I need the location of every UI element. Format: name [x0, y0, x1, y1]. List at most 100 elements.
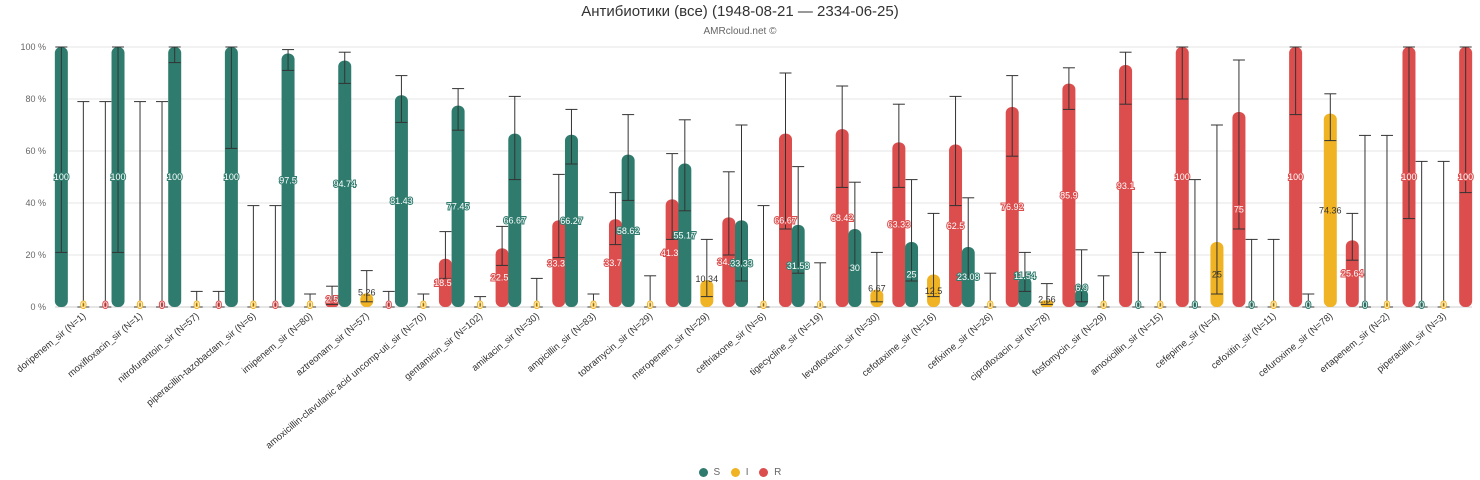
data-label-i: 0: [818, 300, 823, 310]
data-label-s: 30: [850, 263, 860, 273]
data-label-i: 0: [648, 300, 653, 310]
chart-legend: S I R: [0, 467, 1480, 478]
data-label-i: 12.5: [925, 286, 943, 296]
bar-r: [949, 144, 963, 307]
data-label-r: 76.92: [1001, 202, 1024, 212]
data-label-s: 0: [1362, 300, 1367, 310]
y-tick-label: 0 %: [30, 302, 46, 312]
data-label-s: 0: [1192, 300, 1197, 310]
legend-swatch-r: [759, 468, 769, 477]
data-label-i: 10.34: [696, 274, 719, 284]
data-label-s: 0: [1136, 300, 1141, 310]
data-label-s: 11.54: [1014, 271, 1036, 281]
data-label-i: 2.56: [1038, 294, 1056, 304]
bar-s: [621, 154, 635, 307]
data-label-r: 100: [1288, 172, 1303, 182]
legend-swatch-i: [730, 468, 740, 477]
data-label-r: 22.55: [491, 273, 514, 283]
data-label-i: 0: [1271, 300, 1276, 310]
bar-r: [722, 217, 736, 307]
bar-r: [1119, 64, 1133, 307]
legend-label-s: S: [713, 467, 721, 478]
data-label-s: 0: [1306, 300, 1311, 310]
bar-r: [1289, 47, 1303, 307]
bar-r: [608, 219, 622, 307]
data-label-s: 94.74: [333, 179, 356, 189]
bar-s: [451, 105, 465, 307]
bar-r: [835, 129, 849, 307]
data-label-i: 0: [591, 300, 596, 310]
bar-s: [338, 60, 352, 308]
data-label-s: 100: [54, 172, 69, 182]
chart-subtitle: AMRcloud.net ©: [703, 26, 777, 37]
data-label-s: 23.08: [957, 272, 980, 282]
data-label-r: 63.33: [888, 220, 911, 230]
data-label-i: 0: [421, 300, 426, 310]
legend-item-s[interactable]: S: [698, 467, 721, 478]
data-label-s: 66.27: [560, 216, 583, 226]
data-label-i: 0: [534, 300, 539, 310]
bar-r: [1175, 47, 1189, 307]
data-label-s: 100: [167, 172, 182, 182]
data-label-r: 33.33: [548, 259, 571, 269]
bar-i: [1323, 113, 1337, 307]
data-label-r: 33.73: [604, 258, 627, 268]
data-label-s: 81.43: [390, 196, 413, 206]
data-label-r: 68.42: [831, 213, 854, 223]
data-label-i: 0: [81, 300, 86, 310]
data-label-r: 93.1: [1117, 181, 1135, 191]
data-label-i: 0: [138, 300, 143, 310]
data-label-s: 100: [224, 172, 239, 182]
data-label-i: 0: [1101, 300, 1106, 310]
legend-item-r[interactable]: R: [759, 467, 781, 478]
data-label-s: 77.45: [447, 201, 470, 211]
data-label-i: 0: [478, 300, 483, 310]
bar-r: [1345, 240, 1359, 307]
data-label-i: 0: [988, 300, 993, 310]
bar-s: [678, 163, 692, 307]
chart-title: Антибиотики (все) (1948-08-21 — 2334-06-…: [581, 3, 899, 20]
data-label-r: 41.38: [661, 248, 684, 258]
x-category-label: piperacillin-tazobactam_sir (N=6): [145, 311, 259, 409]
bar-s: [508, 133, 522, 307]
data-label-i: 25: [1212, 270, 1222, 280]
y-tick-label: 60 %: [25, 146, 46, 156]
data-label-r: 62.5: [947, 221, 965, 231]
data-label-s: 55.17: [674, 230, 697, 240]
legend-item-i[interactable]: I: [730, 467, 749, 478]
data-label-i: 0: [1384, 300, 1389, 310]
bar-s: [281, 53, 295, 307]
data-label-i: 0: [194, 300, 199, 310]
legend-swatch-s: [698, 468, 708, 477]
data-label-r: 0: [386, 300, 391, 310]
data-label-r: 2.5: [326, 295, 339, 305]
data-label-i: 0: [1158, 300, 1163, 310]
data-label-r: 25.64: [1341, 269, 1364, 279]
data-label-i: 0: [251, 300, 256, 310]
bar-s: [224, 47, 238, 307]
data-label-s: 31.58: [787, 261, 810, 271]
data-label-s: 0: [1249, 300, 1254, 310]
legend-label-r: R: [774, 467, 782, 478]
bar-r: [495, 248, 509, 307]
data-label-s: 100: [111, 172, 126, 182]
data-label-i: 74.36: [1319, 205, 1342, 215]
data-label-r: 85.9: [1060, 190, 1078, 200]
bar-r: [1005, 107, 1019, 308]
data-label-r: 0: [216, 300, 221, 310]
y-tick-label: 100 %: [20, 42, 46, 52]
data-label-r: 75: [1234, 205, 1244, 215]
data-label-s: 66.67: [504, 215, 527, 225]
data-label-s: 25: [907, 270, 917, 280]
y-tick-label: 20 %: [25, 250, 46, 260]
bar-r: [438, 258, 452, 307]
bar-r: [665, 199, 679, 307]
bar-s: [394, 95, 408, 307]
data-label-r: 34.48: [718, 257, 741, 267]
data-label-s: 33.33: [730, 259, 753, 269]
data-label-s: 58.62: [617, 226, 640, 236]
data-label-i: 5.26: [358, 287, 376, 297]
data-label-r: 100: [1458, 172, 1473, 182]
data-label-r: 66.67: [774, 215, 797, 225]
